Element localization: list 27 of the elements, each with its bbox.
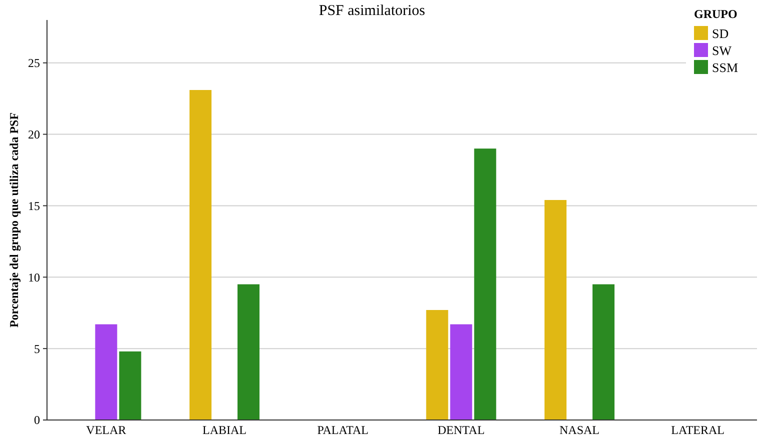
bar	[238, 284, 260, 420]
x-tick-label: DENTAL	[438, 423, 485, 437]
bar	[426, 310, 448, 420]
x-tick-label: LABIAL	[202, 423, 246, 437]
y-tick-label: 10	[28, 270, 40, 284]
chart-title: PSF asimilatorios	[318, 3, 426, 19]
bar	[190, 90, 212, 420]
y-tick-label: 25	[28, 56, 40, 70]
bar	[544, 200, 566, 420]
x-tick-label: PALATAL	[317, 423, 368, 437]
y-tick-label: 5	[34, 342, 40, 356]
bar	[592, 284, 614, 420]
y-axis-title: Porcentaje del grupo que utiliza cada PSF	[7, 112, 21, 328]
y-tick-label: 15	[28, 198, 40, 213]
y-tick-label: 0	[34, 413, 40, 428]
bar	[95, 324, 118, 420]
x-tick-label: LATERAL	[671, 423, 724, 437]
bar	[450, 324, 472, 420]
x-tick-label: VELAR	[86, 423, 126, 437]
x-tick-label: NASAL	[559, 423, 600, 437]
legend-label: SD	[712, 26, 729, 41]
legend-label: SW	[712, 43, 732, 58]
bar	[474, 148, 496, 420]
legend-label: SSM	[712, 60, 738, 75]
bar	[119, 351, 142, 420]
y-tick-label: 20	[28, 127, 40, 142]
legend-title: GRUPO	[694, 7, 738, 21]
